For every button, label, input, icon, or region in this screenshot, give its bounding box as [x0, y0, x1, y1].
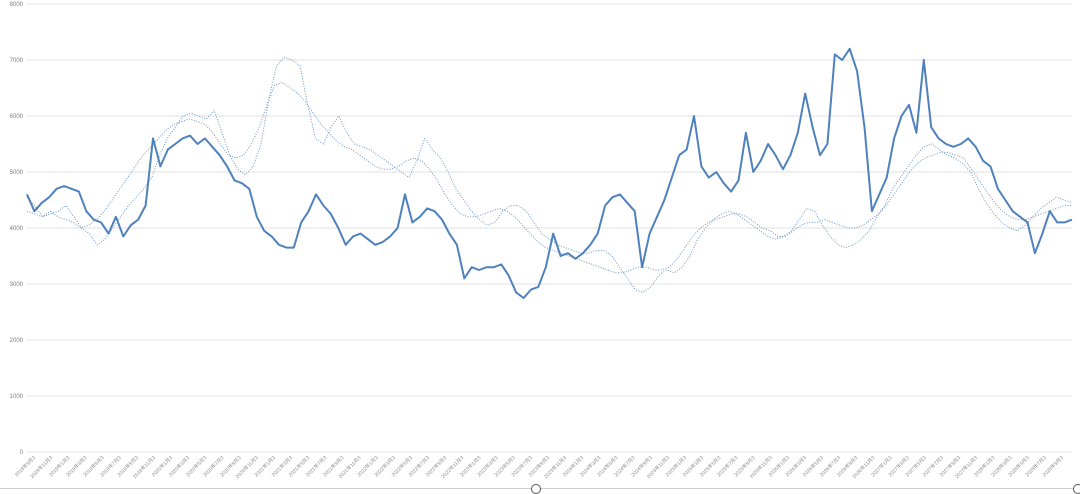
y-tick-label: 3000 [10, 282, 24, 288]
resize-handle-bottom-center[interactable] [531, 484, 541, 494]
y-tick-label: 4000 [10, 226, 24, 232]
y-tick-label: 2000 [10, 338, 24, 344]
y-tick-label: 6000 [10, 114, 24, 120]
y-tick-label: 7000 [10, 58, 24, 64]
resize-handle-bottom-right[interactable] [1073, 484, 1080, 494]
y-tick-label: 0 [20, 450, 24, 456]
y-tick-label: 5000 [10, 170, 24, 176]
series-line-main [26, 47, 1073, 299]
series-line-dotted-1 [26, 56, 1073, 293]
y-tick-label: 8000 [10, 2, 24, 8]
series-line-dotted-2 [26, 81, 1072, 274]
y-tick-label: 1000 [10, 394, 24, 400]
